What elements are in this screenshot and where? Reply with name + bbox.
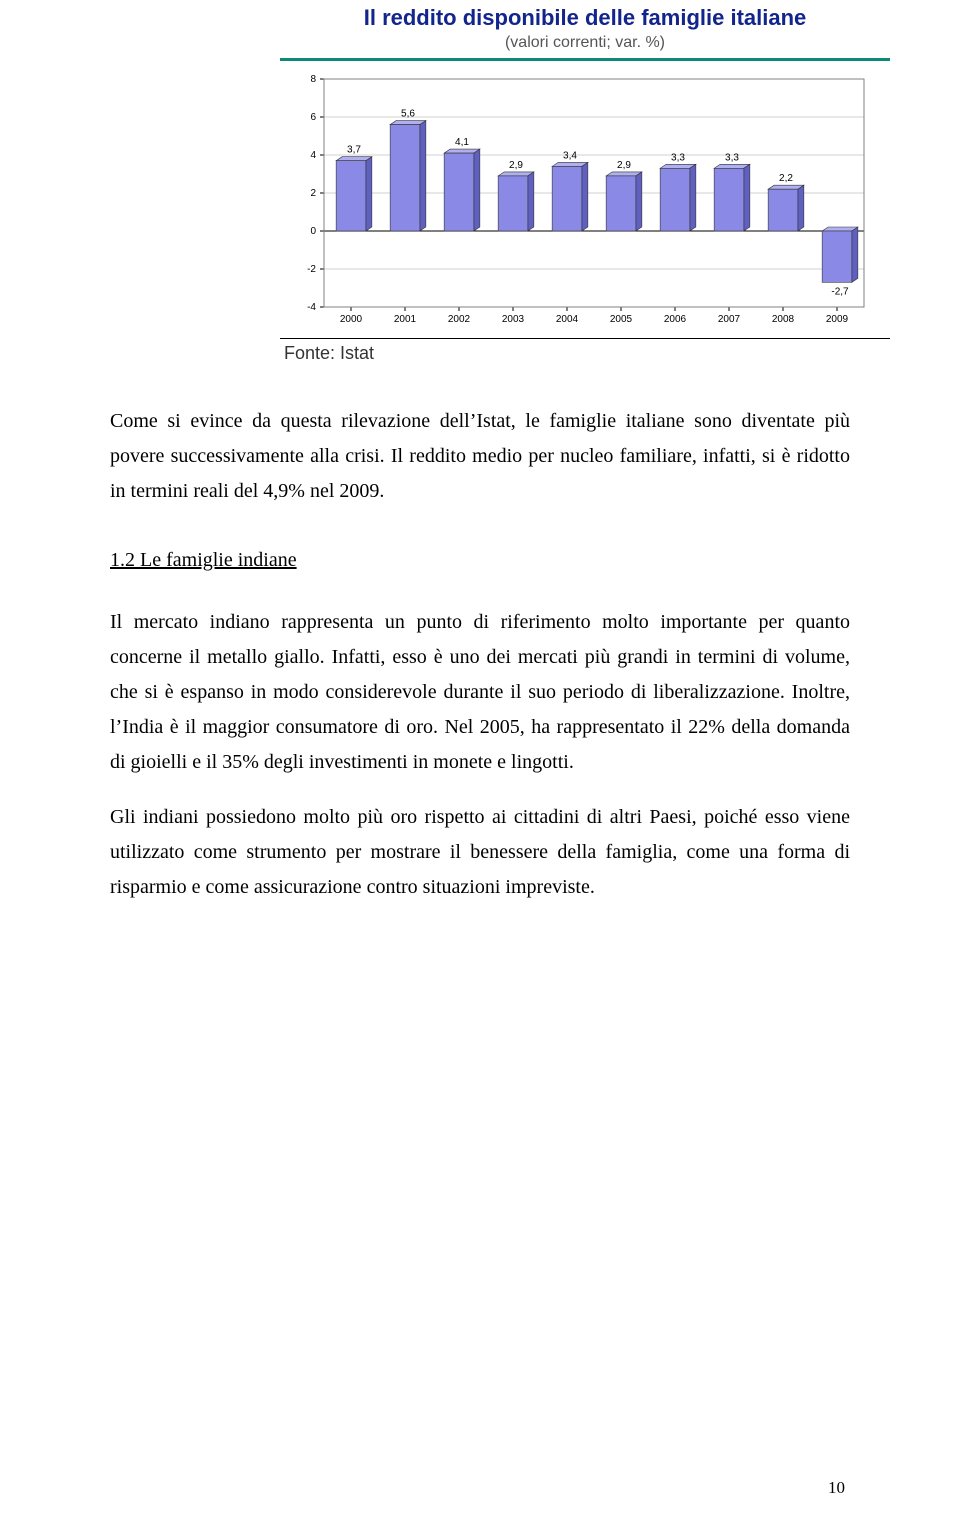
svg-text:2009: 2009 — [826, 314, 849, 325]
svg-text:2004: 2004 — [556, 314, 579, 325]
svg-text:2,2: 2,2 — [779, 173, 793, 184]
svg-text:5,6: 5,6 — [401, 108, 415, 119]
svg-text:8: 8 — [310, 74, 316, 85]
page-number: 10 — [828, 1478, 845, 1498]
svg-text:4: 4 — [310, 150, 316, 161]
svg-text:2005: 2005 — [610, 314, 633, 325]
svg-text:3,3: 3,3 — [725, 152, 739, 163]
section-heading: 1.2 Le famiglie indiane — [110, 543, 850, 577]
svg-text:2,9: 2,9 — [617, 159, 631, 170]
paragraph-3: Gli indiani possiedono molto più oro ris… — [110, 800, 850, 905]
svg-text:2002: 2002 — [448, 314, 471, 325]
paragraph-2: Il mercato indiano rappresenta un punto … — [110, 605, 850, 780]
svg-text:-2: -2 — [307, 264, 316, 275]
svg-text:3,4: 3,4 — [563, 150, 577, 161]
svg-text:-2,7: -2,7 — [831, 286, 849, 297]
svg-text:2000: 2000 — [340, 314, 363, 325]
body-text: Come si evince da questa rilevazione del… — [110, 404, 850, 905]
svg-text:2,9: 2,9 — [509, 159, 523, 170]
svg-text:3,7: 3,7 — [347, 144, 361, 155]
svg-text:2008: 2008 — [772, 314, 795, 325]
svg-text:-4: -4 — [307, 302, 316, 313]
svg-text:2003: 2003 — [502, 314, 525, 325]
svg-text:2: 2 — [310, 188, 316, 199]
chart-svg: -4 -2 0 2 4 6 8 3,7 2000 5,6 2001 4,1 2002 2,9 2003 3,4… — [288, 69, 878, 329]
svg-text:3,3: 3,3 — [671, 152, 685, 163]
paragraph-1: Come si evince da questa rilevazione del… — [110, 404, 850, 509]
svg-text:2007: 2007 — [718, 314, 741, 325]
svg-text:4,1: 4,1 — [455, 137, 469, 148]
svg-text:6: 6 — [310, 112, 316, 123]
chart-subtitle: (valori correnti; var. %) — [280, 32, 890, 58]
chart-plot: -4 -2 0 2 4 6 8 3,7 2000 5,6 2001 4,1 2002 2,9 2003 3,4… — [280, 61, 890, 338]
svg-text:0: 0 — [310, 226, 316, 237]
svg-text:2006: 2006 — [664, 314, 687, 325]
chart-source: Fonte: Istat — [280, 339, 890, 364]
svg-text:2001: 2001 — [394, 314, 417, 325]
chart-title: Il reddito disponibile delle famiglie it… — [280, 0, 890, 32]
chart-card: Il reddito disponibile delle famiglie it… — [280, 0, 890, 364]
